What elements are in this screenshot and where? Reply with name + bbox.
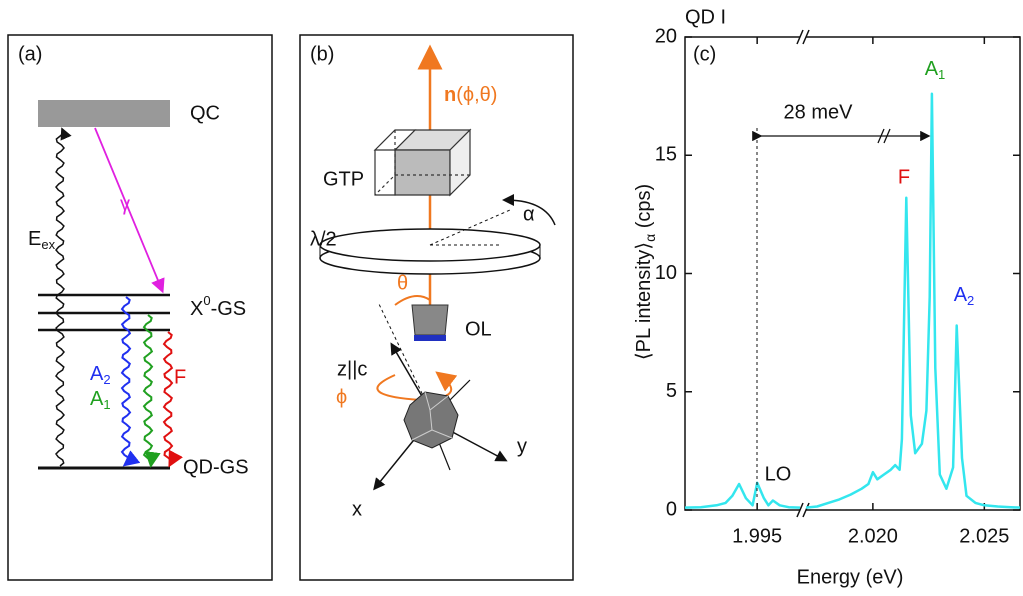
label-part: 2 xyxy=(967,293,974,308)
crystal-facet xyxy=(411,391,453,441)
panel-frame xyxy=(7,34,273,581)
panel-c: QD I (c) Energy (eV) ⟨PL intensity⟩α (cp… xyxy=(633,6,1021,588)
gamma-label: γ xyxy=(120,193,130,215)
y-label: y xyxy=(517,435,527,457)
label-part: -GS xyxy=(211,298,247,320)
y-tick-label: 0 xyxy=(666,498,677,520)
panel-label: (c) xyxy=(693,43,716,65)
f-label: F xyxy=(898,166,910,188)
qdgs-label: QD-GS xyxy=(183,456,249,478)
panel-b: (b) n(ϕ,θ) GTP α λ/2 OL θ z||c ϕ xyxy=(299,34,574,581)
qc-label: QC xyxy=(190,102,220,124)
label-part: A xyxy=(90,363,104,385)
objective xyxy=(411,304,449,336)
x-tick-label: 2.020 xyxy=(848,525,898,547)
z-label: z||c xyxy=(337,358,367,380)
y-axis-label: ⟨PL intensity⟩α (cps) xyxy=(633,184,657,360)
label-part: n xyxy=(444,84,456,106)
alpha-label: α xyxy=(523,203,535,225)
x0gs-label: X0-GS xyxy=(190,293,246,320)
panel-frame xyxy=(299,34,574,581)
cube-face xyxy=(394,149,451,196)
lo-label: LO xyxy=(765,463,792,485)
relaxation-arrow xyxy=(94,127,165,294)
spectrum-line xyxy=(805,92,1021,509)
label-part: E xyxy=(28,228,41,250)
label-part: A xyxy=(925,58,939,80)
gtp-cube xyxy=(373,128,472,197)
panel-label: (a) xyxy=(18,43,42,65)
emission-arrow xyxy=(142,314,161,468)
rotation-arrow xyxy=(502,194,556,226)
x-axis-label: Energy (eV) xyxy=(797,566,904,588)
label-part: 2 xyxy=(103,372,110,387)
spectrum-line xyxy=(684,481,801,509)
qc-band xyxy=(38,100,170,127)
y-tick-label: 10 xyxy=(655,262,677,284)
theta-label: θ xyxy=(397,272,408,294)
chart-title: QD I xyxy=(685,6,726,28)
axis-break xyxy=(796,29,810,45)
label-part: ex xyxy=(41,237,55,252)
halfwave-label: λ/2 xyxy=(310,228,337,250)
excitation-arrow xyxy=(55,127,72,467)
f-label: F xyxy=(174,366,186,388)
panel-a: (a) QC X0-GS QD-GS Eex γ A2 A1 F xyxy=(7,34,273,581)
emission-arrow xyxy=(162,331,184,468)
label-part: (ϕ,θ) xyxy=(456,84,497,106)
y-tick-label: 15 xyxy=(655,144,677,166)
label-part: α xyxy=(642,234,658,242)
cube-edge xyxy=(374,130,470,196)
a1-label: A1 xyxy=(90,388,111,412)
theta-arc xyxy=(394,295,431,306)
axis-line xyxy=(429,209,511,246)
plot-frame xyxy=(684,36,1021,511)
label-part: (cps) xyxy=(633,184,655,234)
label-part: A xyxy=(90,388,104,410)
a2-label: A2 xyxy=(90,363,111,387)
label-part: ⟨PL intensity⟩ xyxy=(633,242,655,360)
x-tick-label: 2.025 xyxy=(959,525,1009,547)
label-part: 1 xyxy=(103,397,110,412)
label-part: 1 xyxy=(938,67,945,82)
y-tick-label: 5 xyxy=(666,380,677,402)
phi-label: ϕ xyxy=(336,386,347,408)
gtp-label: GTP xyxy=(323,168,364,190)
axis-break xyxy=(796,502,810,518)
label-part: 0 xyxy=(203,293,210,308)
x-label: x xyxy=(352,498,362,520)
a2-label: A2 xyxy=(954,284,975,308)
objective-tip xyxy=(414,335,446,341)
ol-label: OL xyxy=(465,318,492,340)
label-part: X xyxy=(190,298,203,320)
x-tick-label: 1.995 xyxy=(732,525,782,547)
y-tick-label: 20 xyxy=(655,25,677,47)
tilt-line xyxy=(377,301,431,411)
eex-label: Eex xyxy=(28,228,56,252)
panel-label: (b) xyxy=(310,43,334,65)
label-part: A xyxy=(954,284,968,306)
n-label: n(ϕ,θ) xyxy=(444,84,497,106)
spacing-label: 28 meV xyxy=(784,101,854,123)
a1-label: A1 xyxy=(925,58,946,82)
emission-arrow xyxy=(120,296,141,467)
axis-break xyxy=(877,128,891,144)
